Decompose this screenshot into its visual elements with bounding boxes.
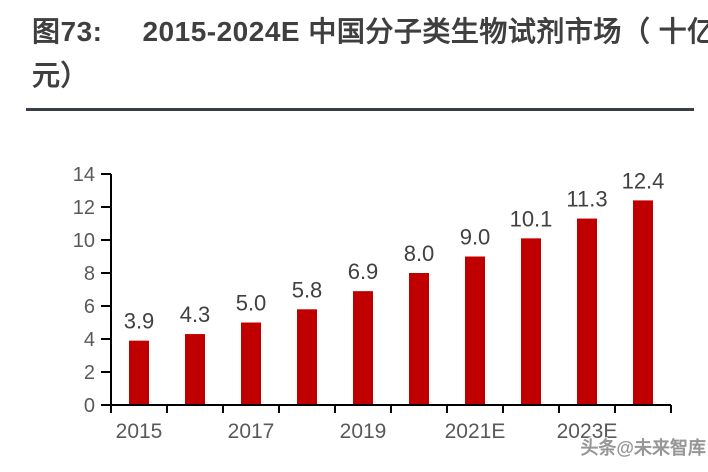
bar-value-label-2019: 6.9 bbox=[348, 259, 379, 284]
bar-value-label-2024E: 12.4 bbox=[622, 168, 665, 193]
bar-2019 bbox=[353, 291, 373, 405]
figure-title-line2: 元） bbox=[32, 60, 90, 91]
bar-2024E bbox=[633, 200, 653, 405]
bar-2022E bbox=[521, 238, 541, 405]
bar-2015 bbox=[129, 340, 149, 405]
figure-title-line1: 图73: 2015-2024E 中国分子类生物试剂市场（ 十亿 bbox=[32, 10, 708, 54]
bar-chart: 3.9 4.3 5.0 5.8 6.9 8.0 9.0 10.1 11.3 12.4 0 2 4 6 8 10… bbox=[73, 164, 672, 443]
bar-2023E bbox=[577, 218, 597, 405]
bar-2018 bbox=[297, 309, 317, 405]
y-tick-label-12: 12 bbox=[73, 197, 95, 219]
figure-number-label: 图73: bbox=[32, 16, 103, 47]
bar-2017 bbox=[241, 322, 261, 405]
bar-2016 bbox=[185, 334, 205, 405]
figure-title: 图73: 2015-2024E 中国分子类生物试剂市场（ 十亿 元） bbox=[26, 6, 708, 111]
figure-title-text: 2015-2024E 中国分子类生物试剂市场（ 十亿 bbox=[142, 16, 708, 47]
watermark: 头条@未来智库 bbox=[580, 438, 706, 458]
y-tick-label-6: 6 bbox=[84, 296, 95, 318]
bar-2020 bbox=[409, 273, 429, 405]
bar-value-label-2022E: 10.1 bbox=[510, 206, 553, 231]
y-tick-label-4: 4 bbox=[84, 329, 95, 351]
x-tick-label-2019: 2019 bbox=[340, 420, 387, 443]
bar-2021E bbox=[465, 256, 485, 405]
bar-value-label-2023E: 11.3 bbox=[566, 187, 607, 212]
y-tick-label-8: 8 bbox=[84, 263, 95, 285]
x-tick-label-2021E: 2021E bbox=[445, 420, 506, 443]
y-tick-label-10: 10 bbox=[73, 230, 95, 252]
y-tick-label-0: 0 bbox=[84, 395, 95, 417]
y-tick-label-14: 14 bbox=[73, 164, 95, 186]
x-tick-label-2015: 2015 bbox=[116, 420, 163, 443]
x-tick-label-2017: 2017 bbox=[228, 420, 275, 443]
y-tick-label-2: 2 bbox=[84, 362, 95, 384]
bar-value-label-2017: 5.0 bbox=[236, 291, 267, 316]
bar-value-label-2020: 8.0 bbox=[404, 241, 435, 266]
bar-value-label-2016: 4.3 bbox=[180, 302, 211, 327]
bar-value-label-2015: 3.9 bbox=[124, 309, 155, 334]
x-tick-label-2023E: 2023E bbox=[557, 420, 618, 443]
bar-value-label-2021E: 9.0 bbox=[460, 225, 491, 250]
bar-value-label-2018: 5.8 bbox=[292, 277, 323, 302]
